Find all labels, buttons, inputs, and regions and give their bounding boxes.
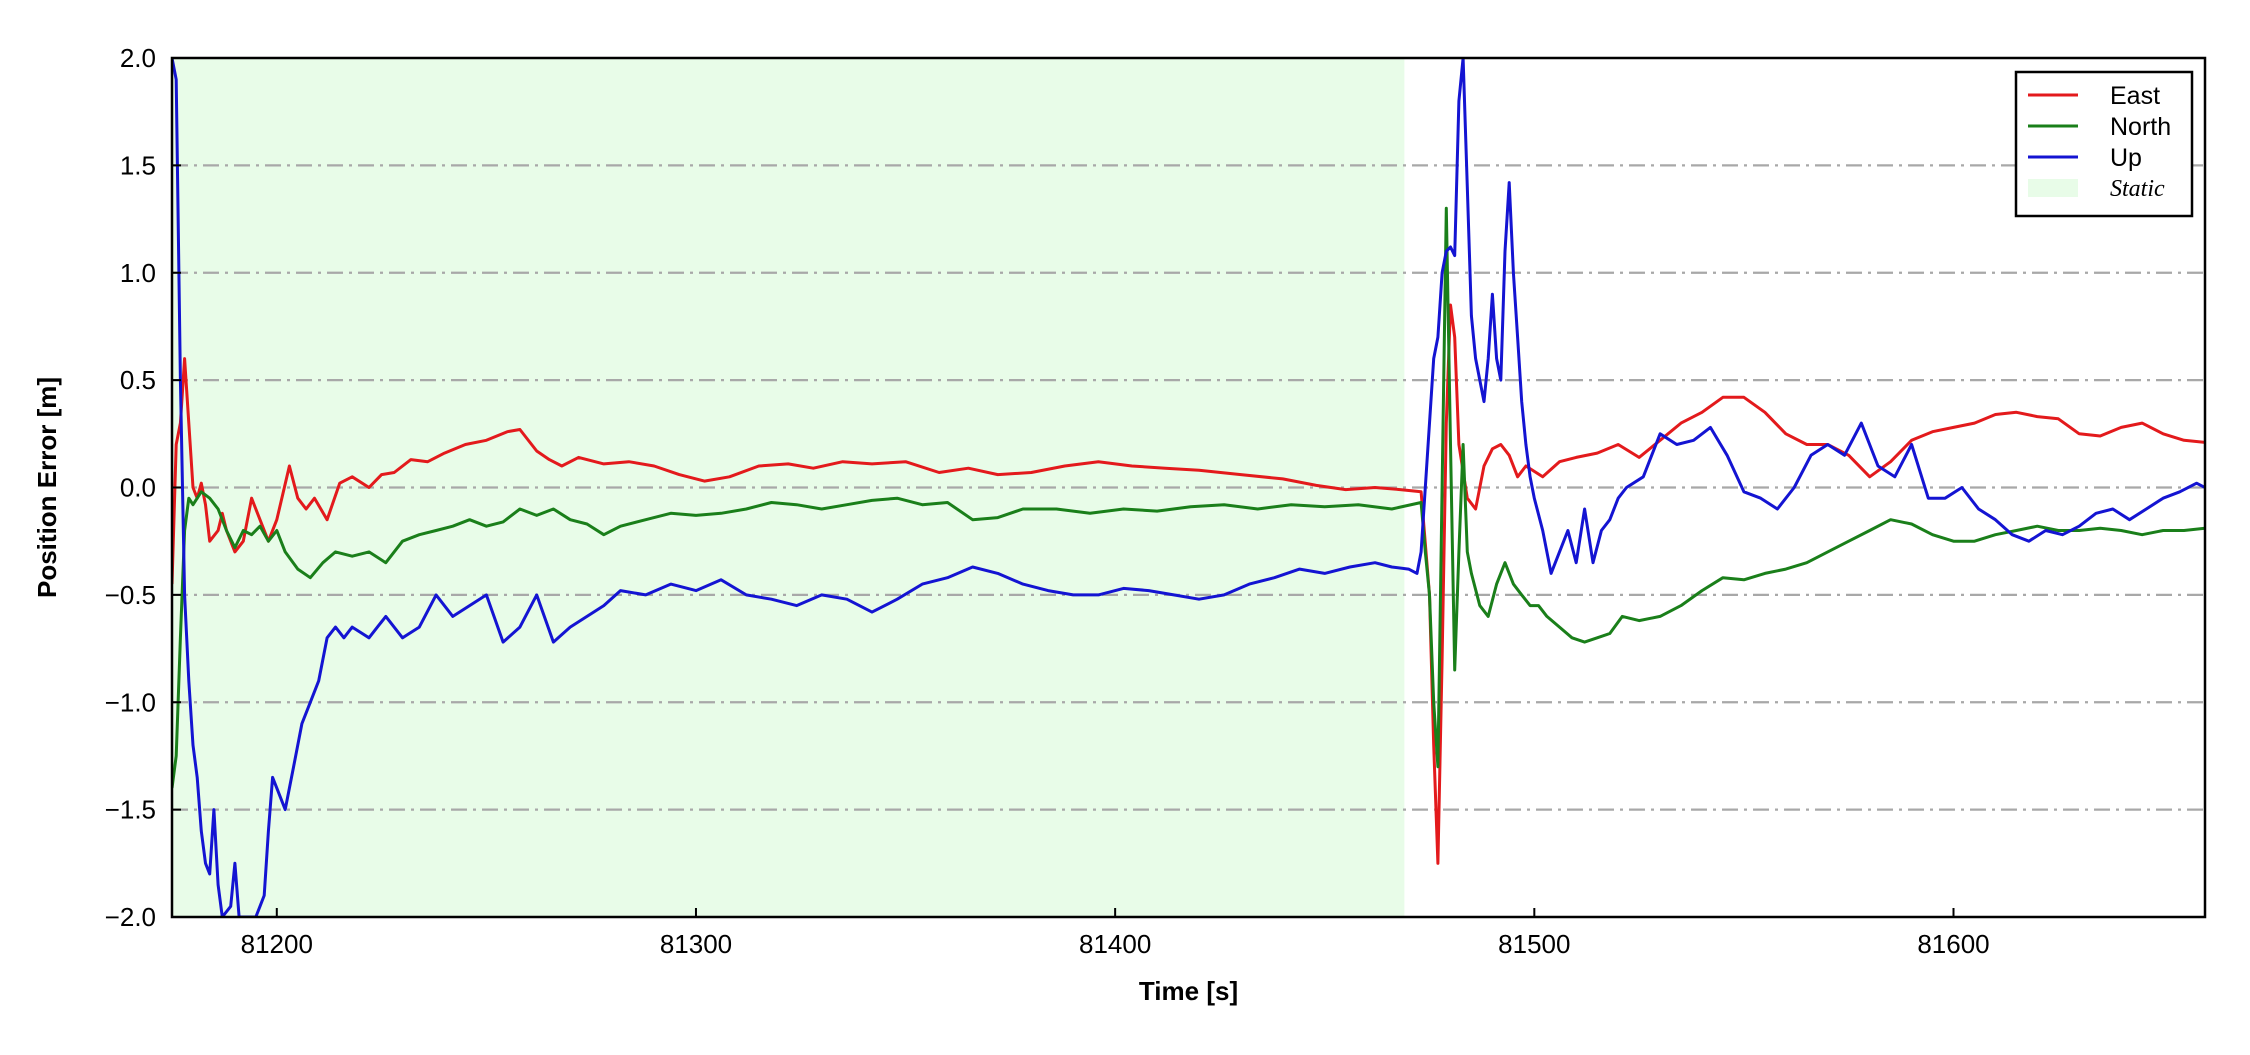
legend-label-up: Up bbox=[2110, 144, 2142, 172]
legend-label-static: Static bbox=[2110, 176, 2165, 202]
x-tick-label: 81400 bbox=[1079, 929, 1151, 959]
x-tick-label: 81500 bbox=[1498, 929, 1570, 959]
y-tick-label: −0.5 bbox=[105, 580, 156, 610]
y-tick-label: −1.5 bbox=[105, 795, 156, 825]
legend-label-east: East bbox=[2110, 82, 2160, 110]
x-tick-label: 81600 bbox=[1917, 929, 1989, 959]
series-line-up bbox=[172, 58, 2205, 917]
legend: East North Up Static bbox=[2014, 70, 2194, 218]
y-tick-label: −1.0 bbox=[105, 687, 156, 717]
legend-label-north: North bbox=[2110, 113, 2171, 141]
series-lines bbox=[172, 58, 2205, 917]
y-tick-label: 1.5 bbox=[120, 150, 156, 180]
legend-swatch-static bbox=[2028, 179, 2078, 197]
y-tick-label: −2.0 bbox=[105, 902, 156, 932]
y-axis-title: Position Error [m] bbox=[32, 377, 62, 598]
y-axis-ticks: 2.0 1.5 1.0 0.5 0.0 −0.5 −1.0 −1.5 −2.0 bbox=[105, 43, 181, 932]
x-axis-ticks: 81200 81300 81400 81500 81600 bbox=[241, 908, 1990, 959]
series-line-north bbox=[172, 206, 2205, 789]
x-axis-title: Time [s] bbox=[1139, 976, 1238, 1006]
y-tick-label: 0.0 bbox=[120, 473, 156, 503]
y-tick-label: 1.0 bbox=[120, 258, 156, 288]
series-line-east bbox=[172, 303, 2205, 865]
y-tick-label: 0.5 bbox=[120, 365, 156, 395]
x-tick-label: 81300 bbox=[660, 929, 732, 959]
y-tick-label: 2.0 bbox=[120, 43, 156, 73]
gridlines bbox=[172, 164, 2205, 811]
x-tick-label: 81200 bbox=[241, 929, 313, 959]
